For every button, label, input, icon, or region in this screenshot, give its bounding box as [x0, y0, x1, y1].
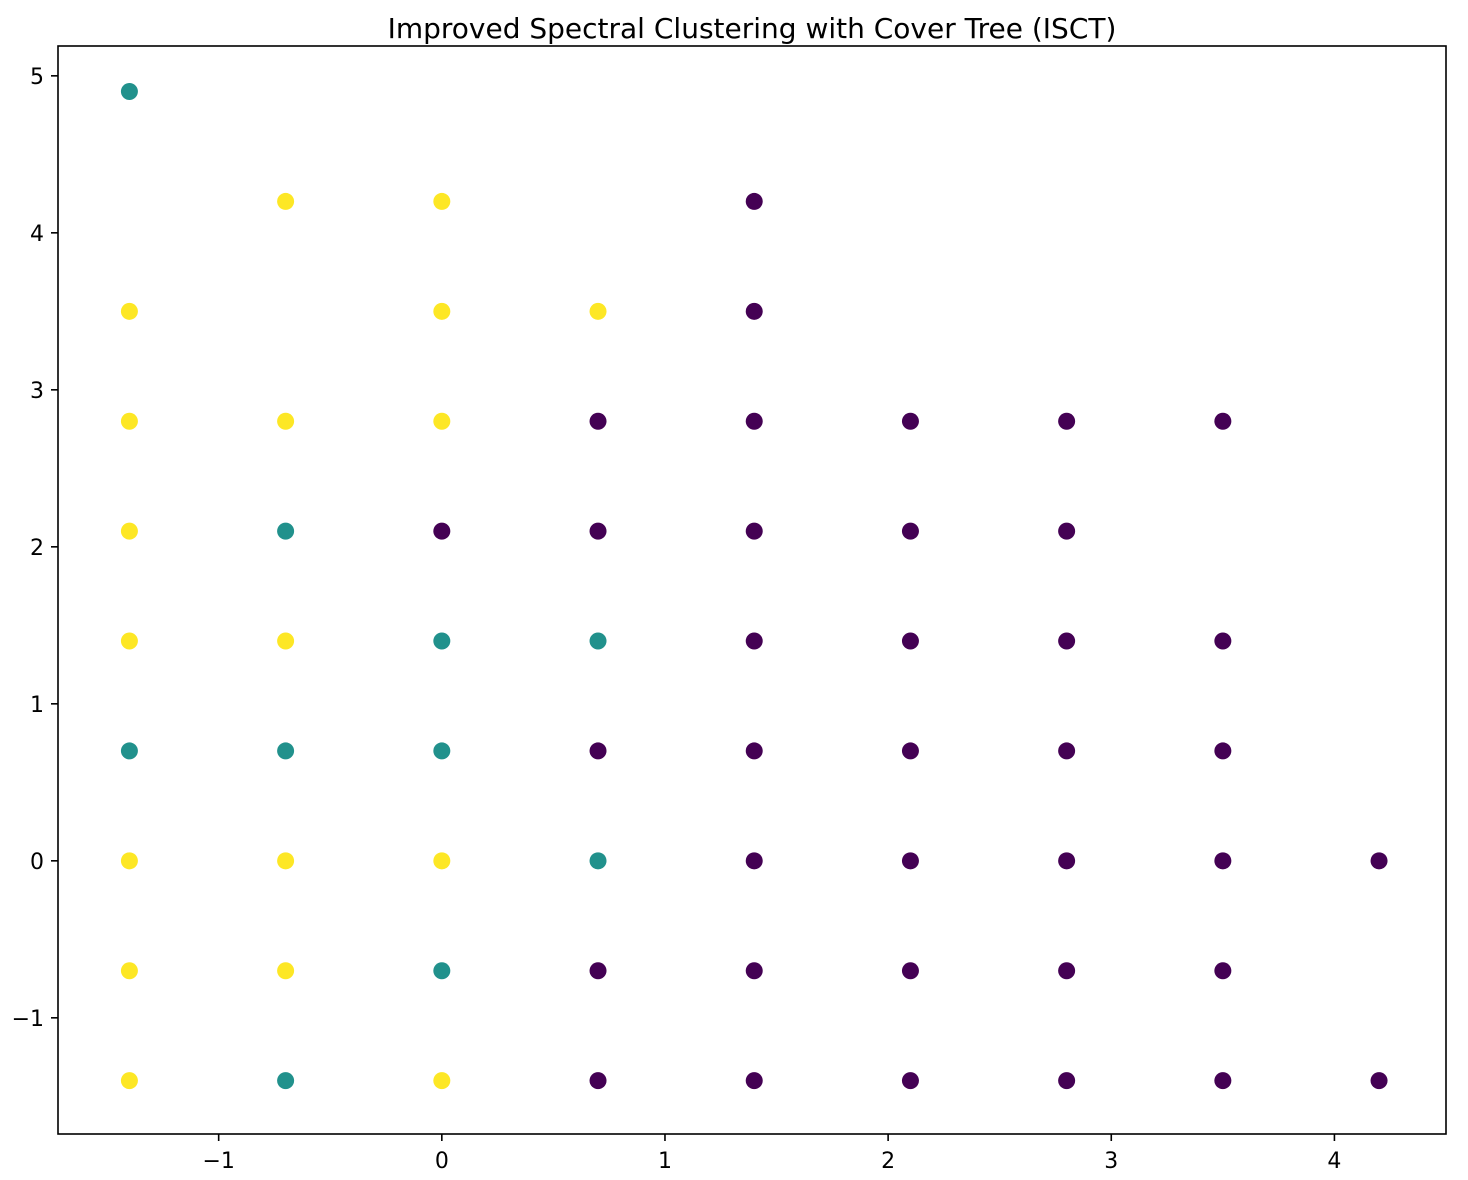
data-point: [589, 962, 607, 980]
data-point: [433, 302, 451, 320]
y-tick-label: 4: [30, 222, 44, 247]
data-point: [433, 412, 451, 430]
data-point: [1058, 1072, 1076, 1090]
data-point: [120, 962, 138, 980]
data-point: [120, 1072, 138, 1090]
y-tick-label: 3: [30, 379, 44, 404]
data-point: [901, 1072, 919, 1090]
y-axis: −1 0 1 2 3 4 5: [12, 65, 58, 1032]
data-point: [1214, 852, 1232, 870]
x-tick-label: 3: [1104, 1149, 1118, 1174]
data-point: [277, 852, 295, 870]
data-point: [277, 632, 295, 650]
data-point: [1214, 632, 1232, 650]
data-point: [1214, 1072, 1232, 1090]
data-point: [901, 412, 919, 430]
data-point: [120, 852, 138, 870]
data-point: [433, 1072, 451, 1090]
data-point: [433, 632, 451, 650]
data-point: [1370, 852, 1388, 870]
axes-frame: [57, 45, 1447, 1135]
data-point: [277, 742, 295, 760]
x-axis: −1 0 1 2 3 4: [202, 1134, 1341, 1174]
data-point: [1058, 742, 1076, 760]
data-point: [120, 83, 138, 101]
x-tick-label: 0: [435, 1149, 449, 1174]
data-point: [901, 742, 919, 760]
data-point: [120, 412, 138, 430]
data-point: [433, 962, 451, 980]
data-point: [589, 632, 607, 650]
data-point: [745, 742, 763, 760]
data-point: [901, 852, 919, 870]
y-tick-label: 2: [30, 536, 44, 561]
data-point: [745, 1072, 763, 1090]
data-point: [433, 522, 451, 540]
data-point: [901, 522, 919, 540]
data-point: [1058, 632, 1076, 650]
data-point: [745, 302, 763, 320]
data-point: [745, 192, 763, 210]
data-point: [745, 962, 763, 980]
data-point: [120, 302, 138, 320]
data-point: [1214, 742, 1232, 760]
y-tick-label: −1: [12, 1007, 44, 1032]
data-point: [277, 412, 295, 430]
x-tick-label: 2: [881, 1149, 895, 1174]
x-tick-label: −1: [202, 1149, 234, 1174]
x-tick-label: 1: [658, 1149, 672, 1174]
data-point: [745, 522, 763, 540]
data-point: [120, 742, 138, 760]
y-tick-label: 5: [30, 65, 44, 90]
data-point: [277, 1072, 295, 1090]
data-point: [1370, 1072, 1388, 1090]
data-point: [589, 852, 607, 870]
data-point: [277, 962, 295, 980]
data-point: [745, 412, 763, 430]
data-point: [433, 852, 451, 870]
data-point: [745, 852, 763, 870]
y-tick-label: 0: [30, 850, 44, 875]
data-point: [120, 632, 138, 650]
data-point: [589, 302, 607, 320]
data-point: [1214, 412, 1232, 430]
data-point: [1058, 522, 1076, 540]
data-point: [1058, 412, 1076, 430]
data-point: [901, 962, 919, 980]
data-point: [1214, 962, 1232, 980]
points-layer: [120, 83, 1388, 1090]
data-point: [589, 412, 607, 430]
data-point: [433, 742, 451, 760]
data-point: [589, 742, 607, 760]
data-point: [901, 632, 919, 650]
data-point: [277, 192, 295, 210]
data-point: [120, 522, 138, 540]
data-point: [745, 632, 763, 650]
data-point: [589, 522, 607, 540]
data-point: [277, 522, 295, 540]
y-tick-label: 1: [30, 693, 44, 718]
data-point: [1058, 962, 1076, 980]
data-point: [1058, 852, 1076, 870]
data-point: [433, 192, 451, 210]
data-point: [589, 1072, 607, 1090]
chart-title: Improved Spectral Clustering with Cover …: [388, 12, 1117, 45]
x-tick-label: 4: [1327, 1149, 1341, 1174]
